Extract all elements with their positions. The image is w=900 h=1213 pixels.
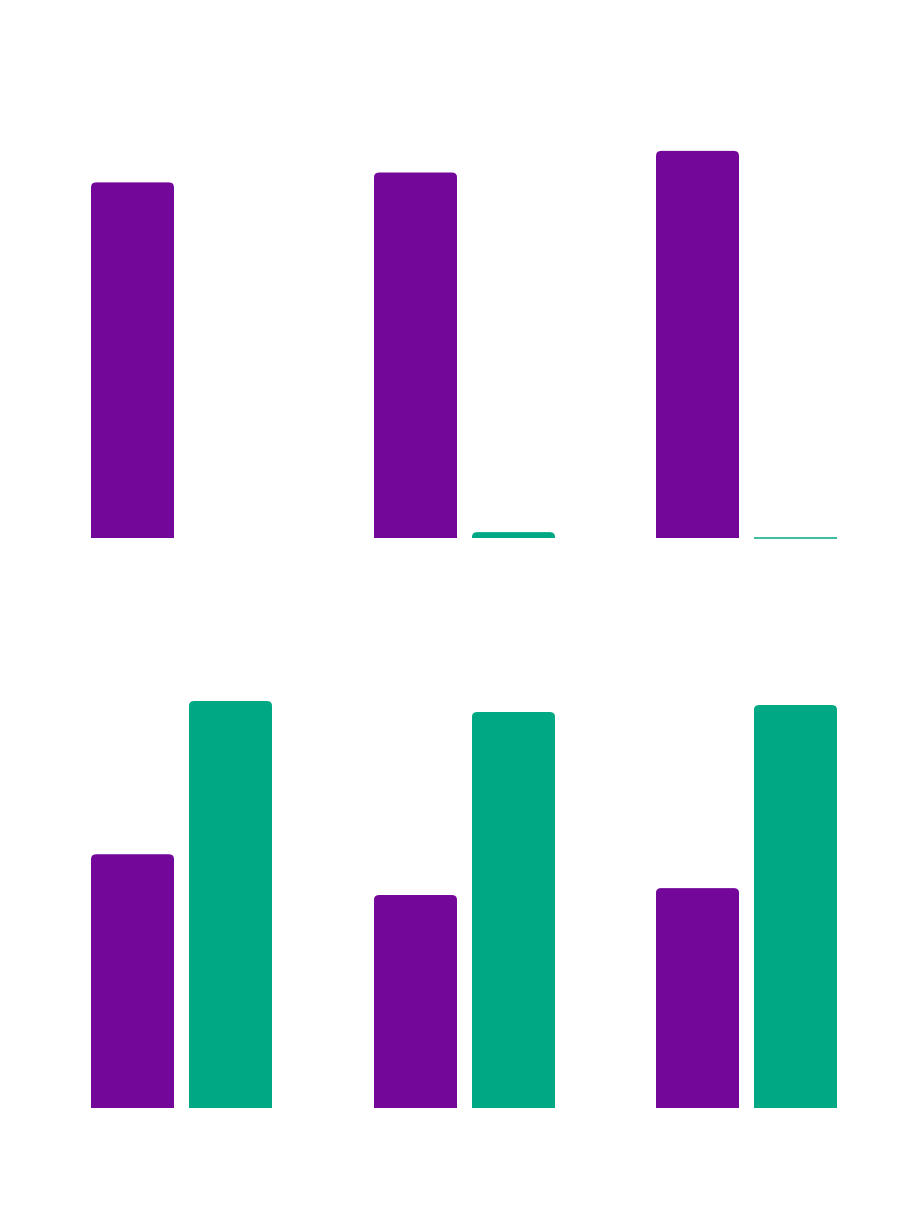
bar-chart2-series1-group2	[374, 895, 457, 1108]
bar-chart2-series2-group3	[754, 704, 837, 1108]
bar-chart1-series1-group1	[91, 182, 174, 538]
bar-chart1-series1-group3	[656, 150, 739, 538]
bar-chart2-series2-group1	[189, 700, 272, 1108]
bar-chart2-series1-group3	[656, 888, 739, 1108]
top-chart-panel	[91, 150, 837, 539]
bar-chart1-series1-group2	[374, 172, 457, 538]
bar-chart2-series1-group1	[91, 854, 174, 1108]
bar-chart1-series2-group2	[472, 532, 555, 538]
bar-chart2-series2-group2	[472, 711, 555, 1108]
bottom-chart-panel	[91, 700, 837, 1108]
